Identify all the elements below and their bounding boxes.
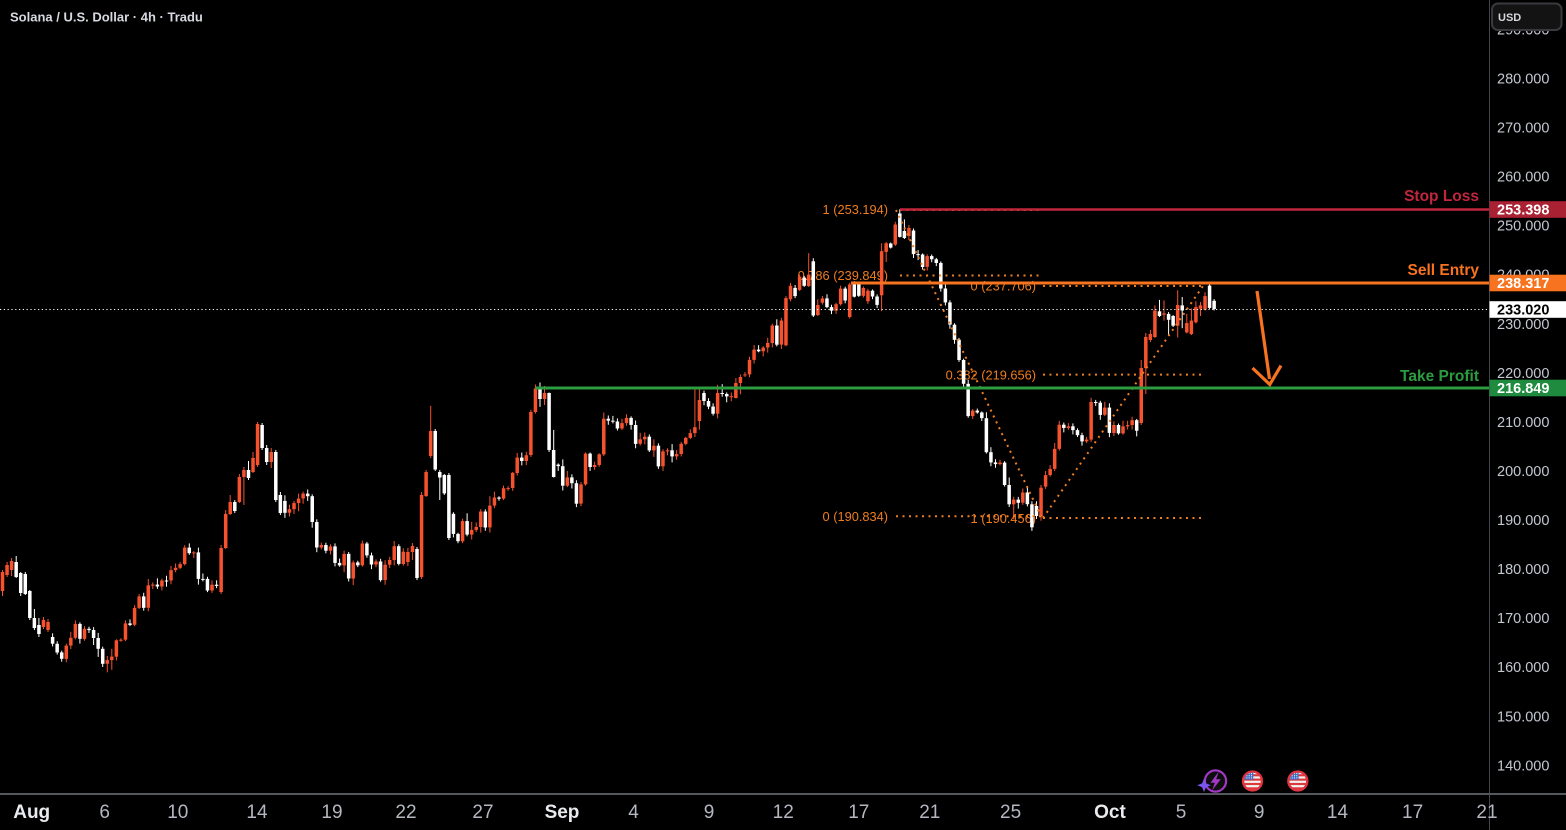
svg-text:17: 17 bbox=[1402, 802, 1423, 823]
svg-text:4: 4 bbox=[628, 802, 639, 823]
svg-text:216.849: 216.849 bbox=[1497, 381, 1549, 397]
svg-text:200.000: 200.000 bbox=[1497, 464, 1549, 480]
svg-text:6: 6 bbox=[99, 802, 110, 823]
svg-text:Sell Entry: Sell Entry bbox=[1408, 262, 1480, 279]
svg-text:21: 21 bbox=[1476, 802, 1497, 823]
svg-text:5: 5 bbox=[1176, 802, 1187, 823]
svg-text:Solana / U.S. Dollar · 4h · Tr: Solana / U.S. Dollar · 4h · Tradu bbox=[10, 10, 203, 25]
svg-text:21: 21 bbox=[919, 802, 940, 823]
svg-text:9: 9 bbox=[704, 802, 715, 823]
svg-text:0 (190.834): 0 (190.834) bbox=[823, 509, 888, 524]
svg-text:27: 27 bbox=[472, 802, 493, 823]
svg-text:Stop Loss: Stop Loss bbox=[1404, 188, 1479, 205]
svg-text:0.786 (239.849): 0.786 (239.849) bbox=[798, 268, 888, 283]
svg-text:250.000: 250.000 bbox=[1497, 219, 1549, 235]
svg-text:150.000: 150.000 bbox=[1497, 709, 1549, 725]
svg-text:25: 25 bbox=[1000, 802, 1021, 823]
svg-text:9: 9 bbox=[1254, 802, 1265, 823]
svg-text:1 (253.194): 1 (253.194) bbox=[823, 202, 888, 217]
svg-text:0 (237.706): 0 (237.706) bbox=[971, 279, 1036, 294]
svg-text:233.020: 233.020 bbox=[1497, 303, 1549, 319]
svg-text:Oct: Oct bbox=[1094, 802, 1126, 823]
svg-text:Aug: Aug bbox=[13, 802, 50, 823]
svg-text:180.000: 180.000 bbox=[1497, 562, 1549, 578]
svg-text:270.000: 270.000 bbox=[1497, 121, 1549, 137]
svg-text:Take Profit: Take Profit bbox=[1400, 368, 1479, 385]
svg-text:19: 19 bbox=[321, 802, 342, 823]
svg-text:230.000: 230.000 bbox=[1497, 317, 1549, 333]
svg-text:12: 12 bbox=[773, 802, 794, 823]
svg-text:140.000: 140.000 bbox=[1497, 758, 1549, 774]
svg-text:22: 22 bbox=[395, 802, 416, 823]
svg-text:220.000: 220.000 bbox=[1497, 366, 1549, 382]
svg-text:190.000: 190.000 bbox=[1497, 513, 1549, 529]
svg-text:10: 10 bbox=[167, 802, 188, 823]
svg-text:0.382 (219.656): 0.382 (219.656) bbox=[946, 368, 1036, 383]
svg-text:17: 17 bbox=[848, 802, 869, 823]
svg-text:260.000: 260.000 bbox=[1497, 170, 1549, 186]
svg-text:280.000: 280.000 bbox=[1497, 72, 1549, 88]
svg-text:Sep: Sep bbox=[545, 802, 580, 823]
svg-text:USD: USD bbox=[1498, 12, 1521, 24]
svg-text:170.000: 170.000 bbox=[1497, 611, 1549, 627]
svg-text:14: 14 bbox=[1327, 802, 1349, 823]
svg-text:238.317: 238.317 bbox=[1497, 276, 1549, 292]
svg-text:210.000: 210.000 bbox=[1497, 415, 1549, 431]
svg-text:14: 14 bbox=[246, 802, 268, 823]
svg-text:160.000: 160.000 bbox=[1497, 660, 1549, 676]
svg-text:1 (190.456): 1 (190.456) bbox=[971, 511, 1036, 526]
svg-text:253.398: 253.398 bbox=[1497, 203, 1549, 219]
